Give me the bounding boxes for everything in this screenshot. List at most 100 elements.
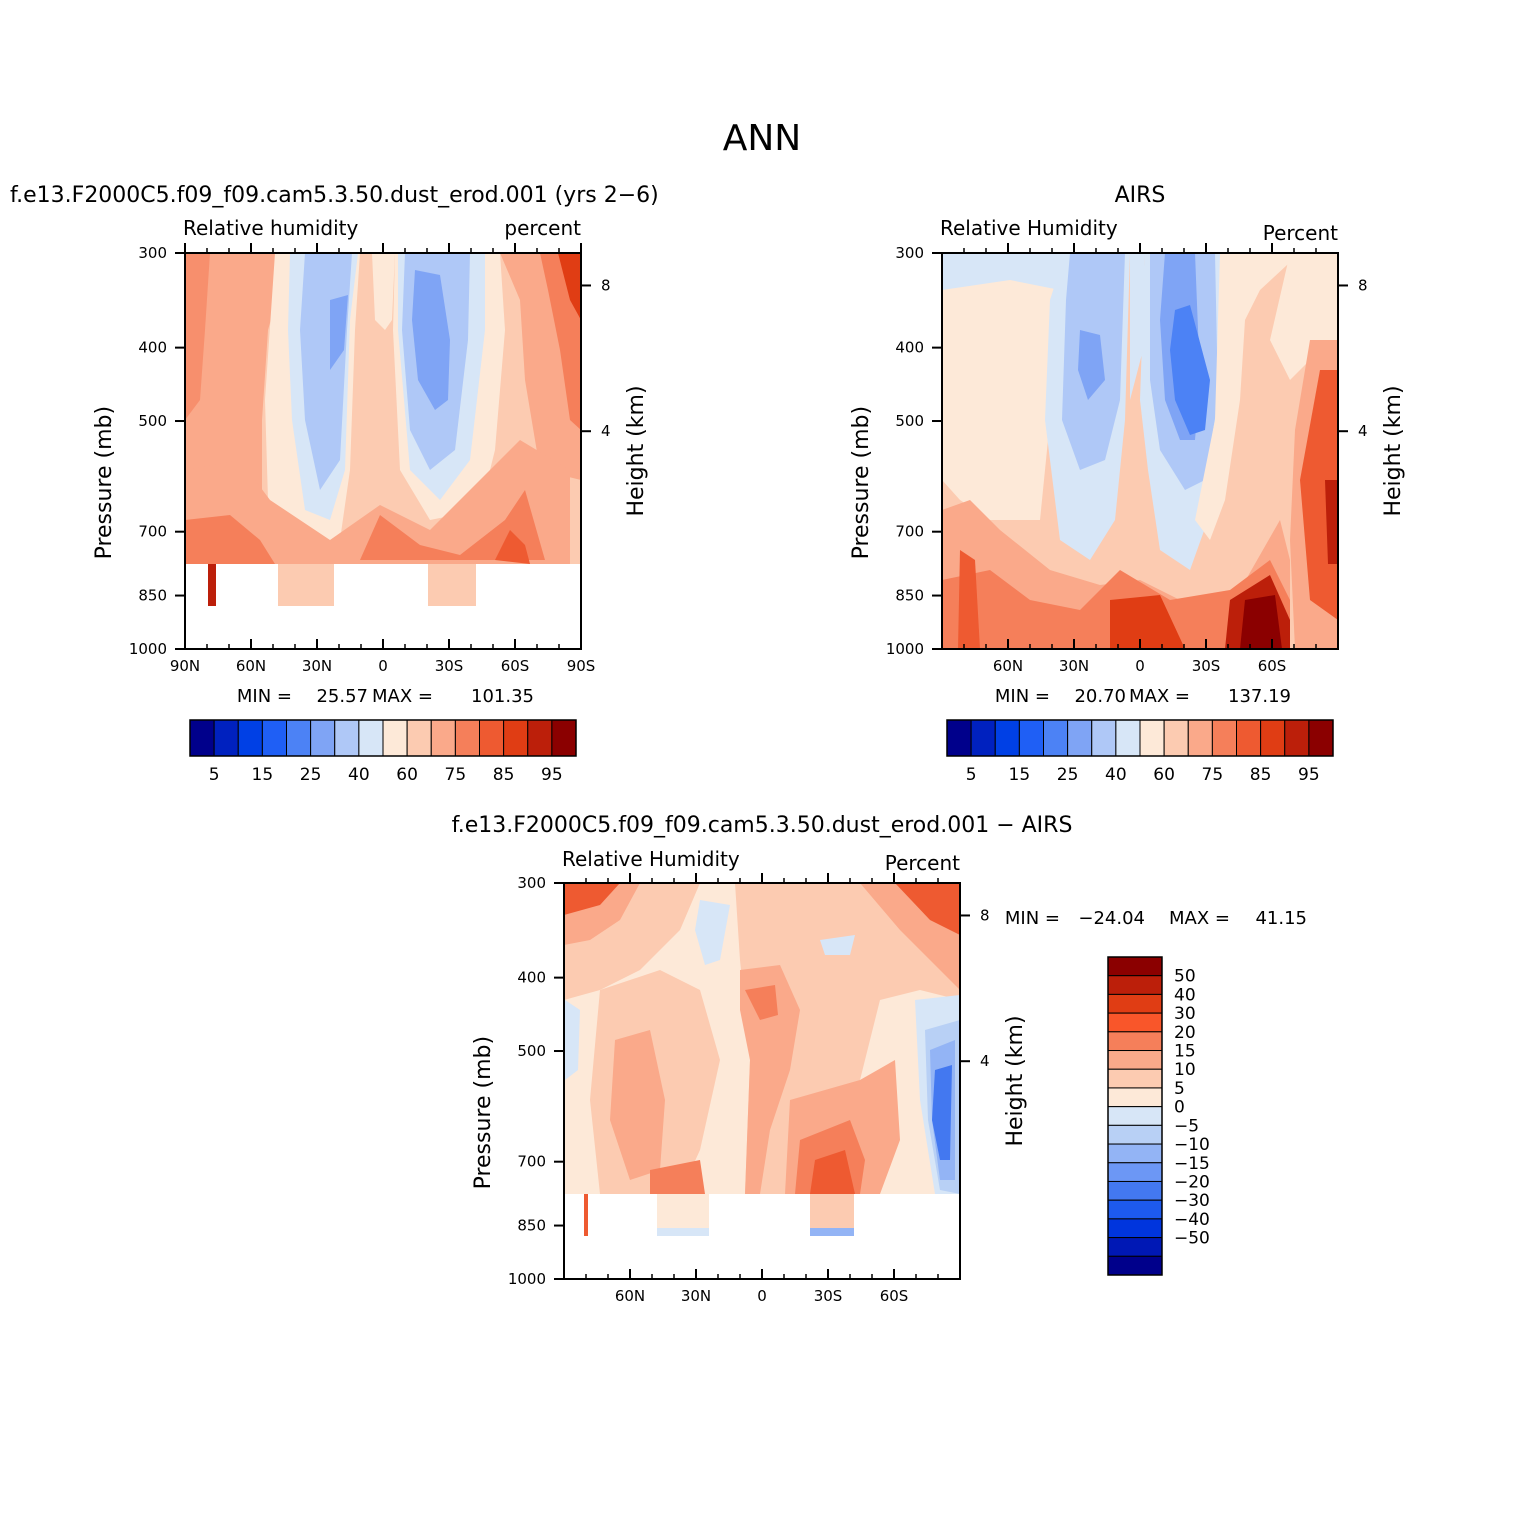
panel-obs-ytick-label-5: 1000 [886,640,924,658]
panel-model-colorbar-swatch-1 [213,719,239,757]
obs-band-90-lower-north [958,550,980,649]
panel-obs-colorbar-swatch-6 [1091,719,1117,757]
panel-model-colorbar-swatch-9 [406,719,432,757]
panel-obs-colorbar-label-1: 15 [1009,765,1031,785]
panel-obs-ytick-label-3: 700 [895,523,924,541]
model-band-west-top [185,253,210,420]
panel-obs-colorbar-swatch-8 [1139,719,1165,757]
diff-band-10-15-equator [740,965,800,1194]
panel-diff-colorbar-label-14: −50 [1174,1229,1210,1249]
panel-diff-y2tick-label-0: 8 [980,906,990,924]
panel-diff-y2label: Height (km) [1003,1015,1028,1146]
panel-model-colorbar-swatch-15 [551,719,577,757]
diff-band-20-north-top [564,883,620,915]
panel-model-colorbar-label-2: 25 [300,765,322,785]
panel-model-xtick-label-1: 60N [236,657,266,675]
panel-obs-min-label: MIN = [995,686,1050,707]
panel-diff-y2tick-label-1: 4 [980,1052,990,1070]
diff-band-neg-north [565,1000,580,1080]
panel-diff-colorbar-label-8: −5 [1174,1116,1199,1136]
panel-diff-colorbar-swatch-0 [1107,956,1163,977]
panel-diff-xtick-label-1: 30N [681,1287,711,1305]
panel-obs-max-label: MAX = [1129,686,1190,707]
panel-diff-colorbar-swatch-4 [1107,1031,1163,1052]
panel-diff-title: f.e13.F2000C5.f09_f09.cam5.3.50.dust_ero… [452,813,1073,838]
panel-obs-ytick-label-0: 300 [895,244,924,262]
panel-model-y2tick-label-1: 4 [601,422,611,440]
obs-band-95-far-south [1325,480,1338,564]
panel-obs-colorbar-swatch-10 [1187,719,1213,757]
panel-diff-colorbar-swatch-14 [1107,1218,1163,1239]
panel-model-max-label: MAX = [372,686,433,707]
panel-obs-colorbar-label-6: 85 [1250,765,1272,785]
panel-model-colorbar-label-7: 95 [541,765,563,785]
panel-model-max-value: 101.35 [471,686,534,707]
panel-diff-colorbar-label-6: 5 [1174,1079,1185,1099]
panel-diff-colorbar-swatch-9 [1107,1124,1163,1145]
panel-diff-field [564,883,960,1236]
panel-model-min-value: 25.57 [316,686,368,707]
panel-model-colorbar-swatch-12 [479,719,505,757]
panel-obs-max-value: 137.19 [1228,686,1291,707]
model-band-15-north [330,295,348,370]
panel-diff-colorbar-swatch-13 [1107,1199,1163,1220]
model-band-90-lower-south [495,530,530,564]
panel-diff-colorbar-swatch-11 [1107,1162,1163,1182]
panel-obs-colorbar-swatch-4 [1043,719,1069,757]
panel-obs-colorbar-swatch-0 [946,719,972,757]
panel-diff-min-value: −24.04 [1078,908,1145,929]
model-below-ground-south [428,564,476,606]
panel-obs: AIRS Relative Humidity Percent [849,183,1406,785]
panel-diff-colorbar-swatch-8 [1107,1106,1163,1126]
panel-model: f.e13.F2000C5.f09_f09.cam5.3.50.dust_ero… [10,183,659,785]
panel-model-field [185,253,581,606]
panel-obs-colorbar-swatch-13 [1260,719,1286,757]
panel-obs-ytick-label-4: 850 [895,587,924,605]
panel-diff-colorbar-swatch-7 [1107,1087,1163,1108]
panel-model-colorbar-label-4: 60 [396,765,418,785]
panel-diff-colorbar-swatch-6 [1107,1068,1163,1089]
panel-model-axes: 90N 60N 30N 0 30S 60S 90S 300 400 500 700 850 1000 8 4… [92,243,649,675]
panel-diff-colorbar-swatch-1 [1107,975,1163,995]
panel-model-title: f.e13.F2000C5.f09_f09.cam5.3.50.dust_ero… [10,183,659,208]
diff-below-ground-midlat-neg [657,1228,709,1236]
panel-diff-colorbar-label-9: −10 [1174,1135,1210,1155]
panel-diff-colorbar-label-11: −20 [1174,1172,1210,1192]
panel-diff-colorbar-swatch-5 [1107,1050,1163,1070]
panel-obs-ytick-label-1: 400 [895,339,924,357]
panel-model-colorbar-label-0: 5 [209,765,220,785]
panel-obs-right-label: Percent [1263,221,1338,245]
panel-diff-colorbar-label-7: 0 [1174,1098,1185,1118]
diff-band-15-20-equator [745,985,778,1020]
panel-diff-ylabel: Pressure (mb) [471,1036,496,1190]
panel-obs-colorbar-label-3: 40 [1105,765,1127,785]
panel-model-colorbar-frame [189,719,577,757]
panel-diff-colorbar-label-5: 10 [1174,1060,1196,1080]
panel-model-colorbar-swatch-4 [286,719,312,757]
panel-model-xtick-label-0: 90N [170,657,200,675]
panel-model-colorbar-swatch-8 [382,719,408,757]
panel-model-colorbar-swatch-13 [503,719,529,757]
panel-diff-colorbar-frame [1107,956,1163,1276]
model-band-95-south [558,253,581,320]
panel-model-colorbar-label-1: 15 [252,765,274,785]
panel-model-ytick-label-2: 500 [138,412,167,430]
panel-obs-colorbar-swatch-12 [1236,719,1262,757]
panel-diff-colorbar-label-0: 50 [1174,967,1196,987]
panel-obs-colorbar-swatch-2 [994,719,1020,757]
obs-band-max-lower-south [1240,595,1282,649]
panel-obs-xtick-label-1: 30N [1059,657,1089,675]
panel-model-xtick-label-2: 30N [302,657,332,675]
panel-obs-colorbar-frame [946,719,1334,757]
panel-model-colorbar-label-6: 85 [493,765,515,785]
panel-model-ylabel: Pressure (mb) [92,406,117,560]
panel-diff-colorbar-swatch-2 [1107,993,1163,1014]
panel-diff-ytick-label-3: 700 [517,1153,546,1171]
panel-diff-colorbar-label-13: −40 [1174,1210,1210,1230]
obs-band-90-lower-equator [1110,595,1185,649]
panel-model-colorbar-swatch-2 [237,719,263,757]
panel-model-xtick-label-5: 60S [501,657,530,675]
panel-model-colorbar-swatch-6 [334,719,360,757]
panel-diff-colorbar-swatch-15 [1107,1237,1163,1257]
panel-model-colorbar-swatch-7 [358,719,384,757]
